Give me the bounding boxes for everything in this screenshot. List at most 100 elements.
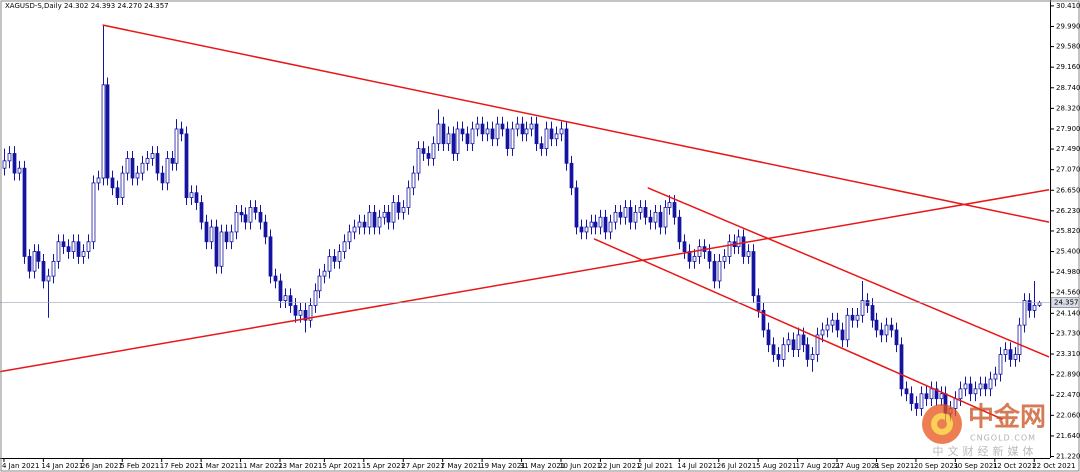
candle-body — [608, 221, 613, 233]
candle-body — [431, 143, 436, 159]
candle-body — [815, 334, 820, 355]
y-tick-label: 24.560 — [1056, 289, 1080, 297]
candle-body — [451, 133, 456, 154]
candle-body — [91, 182, 96, 243]
candle-body — [963, 383, 968, 390]
candle-body — [253, 207, 258, 213]
x-tick-label: 19 May 2021 — [480, 462, 526, 470]
candle-body — [667, 202, 672, 208]
candle-body — [313, 290, 318, 306]
candle-body — [722, 256, 727, 262]
x-tick-label: 8 Sep 2021 — [874, 462, 914, 470]
candle-body — [510, 128, 515, 149]
candle-body — [352, 226, 357, 233]
candle-body — [569, 162, 574, 189]
candle-body — [36, 251, 41, 262]
candle-body — [184, 133, 189, 199]
candle-body — [243, 214, 248, 223]
candle-body — [32, 251, 37, 272]
candle-body — [96, 177, 101, 184]
y-tick-label: 22.470 — [1056, 391, 1080, 399]
candle-body — [125, 157, 130, 174]
candle-body — [71, 241, 76, 252]
candle-body — [879, 329, 884, 336]
candle-body — [820, 329, 825, 336]
candle-body — [677, 216, 682, 243]
candle-body — [317, 275, 322, 292]
y-tick-label: 29.160 — [1056, 63, 1080, 71]
candle-body — [559, 128, 564, 135]
candle-body — [441, 123, 446, 145]
candle-body — [983, 383, 988, 390]
y-tick-label: 21.640 — [1056, 432, 1080, 440]
candle-body — [436, 123, 441, 145]
candle-body — [1013, 354, 1018, 360]
candle-body — [899, 344, 904, 390]
x-tick-label: 17 Aug 2021 — [796, 462, 841, 470]
candle-body — [110, 177, 115, 189]
candle-body — [953, 398, 958, 409]
x-tick-label: 5 Apr 2021 — [322, 462, 361, 470]
y-tick-label: 23.730 — [1056, 329, 1080, 337]
candle-body — [914, 403, 919, 409]
candle-body — [258, 211, 263, 223]
candle-body — [7, 153, 12, 162]
candle-body — [564, 128, 569, 164]
candle-body — [278, 280, 283, 301]
candle-body — [465, 133, 470, 145]
candle-body — [889, 324, 894, 331]
candle-body — [1037, 302, 1042, 306]
candle-body — [204, 221, 209, 243]
candle-body — [199, 202, 204, 223]
x-tick-label: 4 Jan 2021 — [2, 462, 40, 470]
candle-body — [766, 329, 771, 346]
candle-body — [229, 231, 234, 243]
x-tick-label: 22 Oct 2021 — [1032, 462, 1075, 470]
candle-body — [998, 354, 1003, 375]
candle-body — [27, 256, 32, 272]
candle-body — [61, 241, 66, 248]
candle-body — [298, 310, 303, 316]
x-tick-label: 12 Oct 2021 — [993, 462, 1036, 470]
candle-body — [283, 295, 288, 301]
candle-body — [544, 128, 549, 149]
candle-body — [618, 211, 623, 218]
x-tick-label: 10 Jun 2021 — [559, 462, 601, 470]
candle-body — [574, 187, 579, 228]
x-tick-label: 5 Aug 2021 — [756, 462, 796, 470]
candle-body — [909, 393, 914, 404]
candle-body — [761, 310, 766, 331]
candle-body — [303, 310, 308, 321]
candle-body — [741, 236, 746, 257]
candle-body — [160, 172, 165, 184]
candle-body — [120, 172, 125, 199]
candle-body — [308, 305, 313, 321]
candle-body — [179, 128, 184, 135]
y-tick-label: 26.650 — [1056, 186, 1080, 194]
candle-body — [805, 344, 810, 360]
candle-body — [263, 221, 268, 238]
candle-body — [1032, 304, 1037, 311]
x-tick-label: 30 Sep 2021 — [953, 462, 997, 470]
candle-body — [653, 211, 658, 223]
candle-body — [712, 260, 717, 282]
candle-body — [101, 84, 106, 179]
candle-body — [357, 221, 362, 228]
candle-body — [426, 153, 431, 159]
candle-body — [973, 388, 978, 395]
trendline — [593, 238, 1003, 420]
x-tick-label: 2 Jul 2021 — [638, 462, 673, 470]
x-tick-label: 14 Jul 2021 — [677, 462, 717, 470]
candle-body — [579, 226, 584, 233]
candle-body — [86, 241, 91, 252]
candle-body — [347, 231, 352, 243]
candle-body — [736, 236, 741, 248]
candle-body — [993, 373, 998, 380]
candle-body — [968, 383, 973, 395]
trendline — [102, 24, 1050, 223]
candle-body — [904, 388, 909, 395]
y-tick-label: 27.490 — [1056, 145, 1080, 153]
candle-body — [746, 251, 751, 257]
